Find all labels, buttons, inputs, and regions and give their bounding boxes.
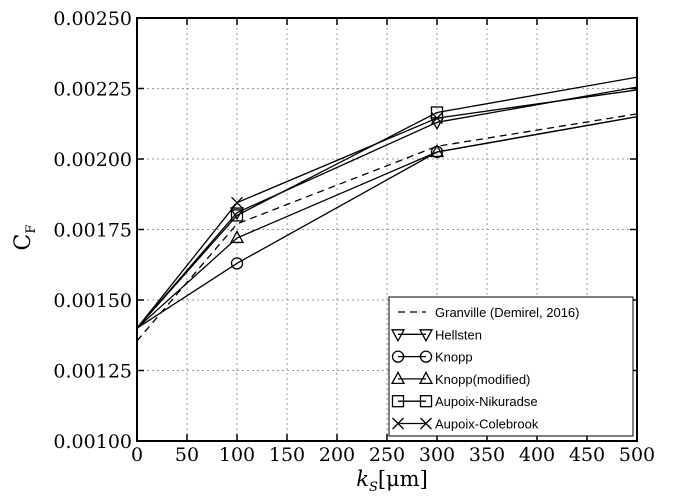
legend-label: Knopp(modified) (435, 372, 530, 387)
legend-marker (390, 371, 406, 385)
x-tick-label: 450 (569, 444, 605, 466)
series-aupoix-colebrook (136, 89, 638, 329)
x-tick-label: 500 (619, 444, 655, 466)
x-tick-label: 150 (269, 444, 305, 466)
legend: Granville (Demirel, 2016) Hellsten Knopp Kn… (388, 296, 634, 437)
legend-marker (418, 371, 434, 385)
legend-item: Knopp (391, 350, 473, 365)
x-tick-label: 100 (219, 444, 255, 466)
x-tick-label: 350 (469, 444, 505, 466)
x-tick-label: 400 (519, 444, 555, 466)
x-tick-label: 50 (175, 444, 199, 466)
series-line (136, 116, 638, 329)
series-line (136, 89, 638, 329)
legend-marker (390, 329, 406, 343)
data-point-marker (429, 144, 445, 158)
y-tick-label: 0.00150 (53, 290, 132, 312)
grid-layer (137, 18, 637, 441)
series-layer (136, 76, 638, 342)
data-point-marker (230, 257, 244, 270)
series-knopp-modified (136, 116, 638, 329)
legend-marker (392, 417, 404, 430)
legend-item: Aupoix-Colebrook (392, 417, 539, 432)
legend-marker (419, 395, 433, 408)
legend-label: Hellsten (435, 327, 482, 342)
data-point-marker (229, 230, 245, 244)
legend-marker (419, 350, 433, 363)
data-point-marker (230, 209, 244, 222)
legend-label: Knopp (435, 350, 473, 365)
y-tick-label: 0.00250 (53, 8, 132, 30)
y-axis-label: CF (11, 225, 39, 251)
y-tick-label: 0.00100 (53, 431, 132, 453)
y-tick-label: 0.00200 (53, 149, 132, 171)
x-tick-label: 0 (131, 444, 143, 466)
legend-marker (391, 395, 405, 408)
x-axis-label: kS[μm] (356, 467, 428, 495)
data-point-marker (231, 196, 243, 209)
legend-item: Hellsten (390, 327, 482, 343)
legend-label: Aupoix-Nikuradse (435, 394, 538, 409)
legend-marker (420, 417, 432, 430)
y-tick-label: 0.00225 (53, 79, 132, 101)
ticks-layer: 0 50 100 150 200 250 300 350 400 450 500 0.00100 0.0… (53, 8, 655, 466)
legend-label: Aupoix-Colebrook (435, 417, 539, 432)
x-axis-label-unit: [μm] (378, 467, 428, 491)
legend-marker (391, 350, 405, 363)
y-axis-label-main: C (11, 234, 36, 251)
x-tick-label: 250 (369, 444, 405, 466)
legend-box (388, 296, 634, 437)
legend-item: Aupoix-Nikuradse (391, 394, 538, 409)
x-tick-label: 200 (319, 444, 355, 466)
legend-label: Granville (Demirel, 2016) (435, 305, 580, 320)
y-tick-label: 0.00175 (53, 220, 132, 242)
series-line (136, 86, 638, 329)
data-point-marker (431, 112, 443, 125)
x-axis-label-sub: S (369, 480, 378, 495)
x-axis-label-main: k (356, 467, 369, 491)
legend-marker (418, 329, 434, 343)
series-line (136, 76, 638, 329)
x-tick-label: 300 (419, 444, 455, 466)
legend-item: Granville (Demirel, 2016) (398, 305, 580, 320)
y-tick-label: 0.00125 (53, 361, 132, 383)
legend-item: Knopp(modified) (390, 371, 530, 387)
y-axis-label-sub: F (24, 225, 39, 234)
